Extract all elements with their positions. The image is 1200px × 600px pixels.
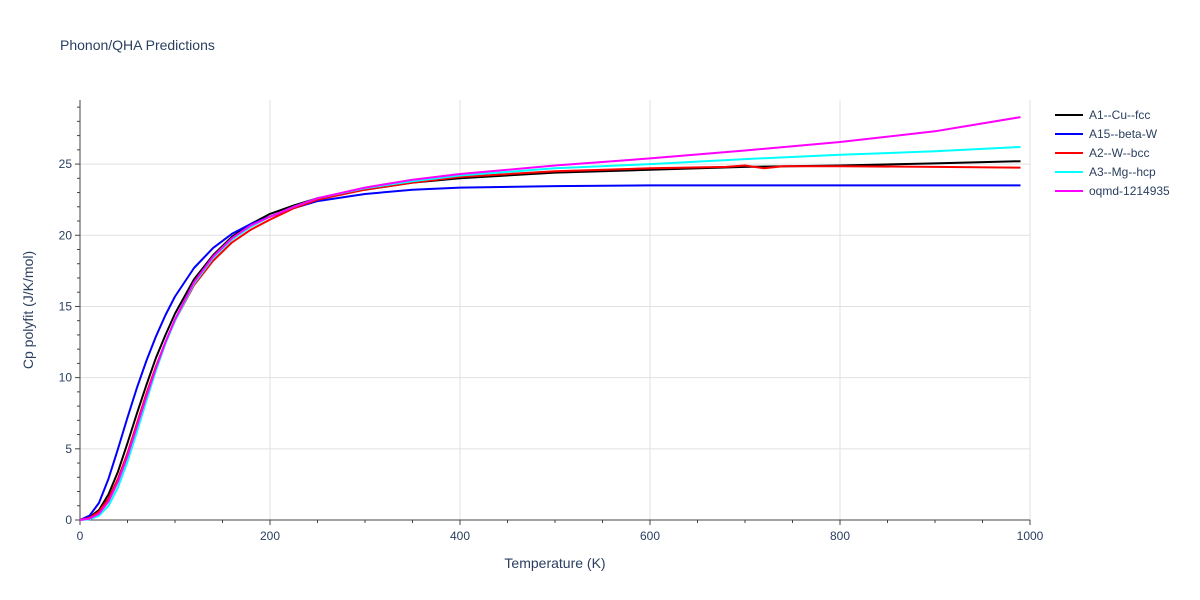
- y-tick-label: 5: [65, 442, 72, 456]
- series-layer: [79, 116, 1021, 521]
- legend-label: A3--Mg--hcp: [1089, 165, 1156, 179]
- series-line: [79, 160, 1021, 521]
- x-tick-label: 400: [450, 529, 470, 543]
- x-axis-title: Temperature (K): [504, 555, 605, 571]
- y-tick-label: 25: [59, 157, 73, 171]
- tick-labels: 0 200 400 600 800 1000 0 5 10 15 20 25: [59, 157, 1044, 543]
- series-line: [79, 146, 1021, 521]
- x-tick-label: 600: [640, 529, 660, 543]
- y-axis-title: Cp polyfit (J/K/mol): [20, 251, 36, 369]
- x-tick-label: 0: [77, 529, 84, 543]
- y-tick-label: 20: [59, 228, 73, 242]
- axes: [75, 100, 1031, 525]
- legend: A1--Cu--fcc A15--beta-W A2--W--bcc A3--Mg--…: [1055, 108, 1170, 198]
- legend-label: A15--beta-W: [1089, 127, 1158, 141]
- chart-title: Phonon/QHA Predictions: [60, 37, 215, 53]
- legend-label: A1--Cu--fcc: [1089, 108, 1150, 122]
- series-line: [79, 184, 1021, 521]
- x-tick-label: 200: [260, 529, 280, 543]
- y-tick-label: 15: [59, 299, 73, 313]
- x-tick-label: 1000: [1017, 529, 1044, 543]
- y-tick-label: 0: [65, 513, 72, 527]
- legend-label: A2--W--bcc: [1089, 146, 1149, 160]
- series-line: [79, 116, 1021, 521]
- grid: [80, 100, 1031, 520]
- y-tick-label: 10: [59, 371, 73, 385]
- legend-label: oqmd-1214935: [1089, 184, 1170, 198]
- x-tick-label: 800: [830, 529, 850, 543]
- series-line: [79, 164, 1021, 521]
